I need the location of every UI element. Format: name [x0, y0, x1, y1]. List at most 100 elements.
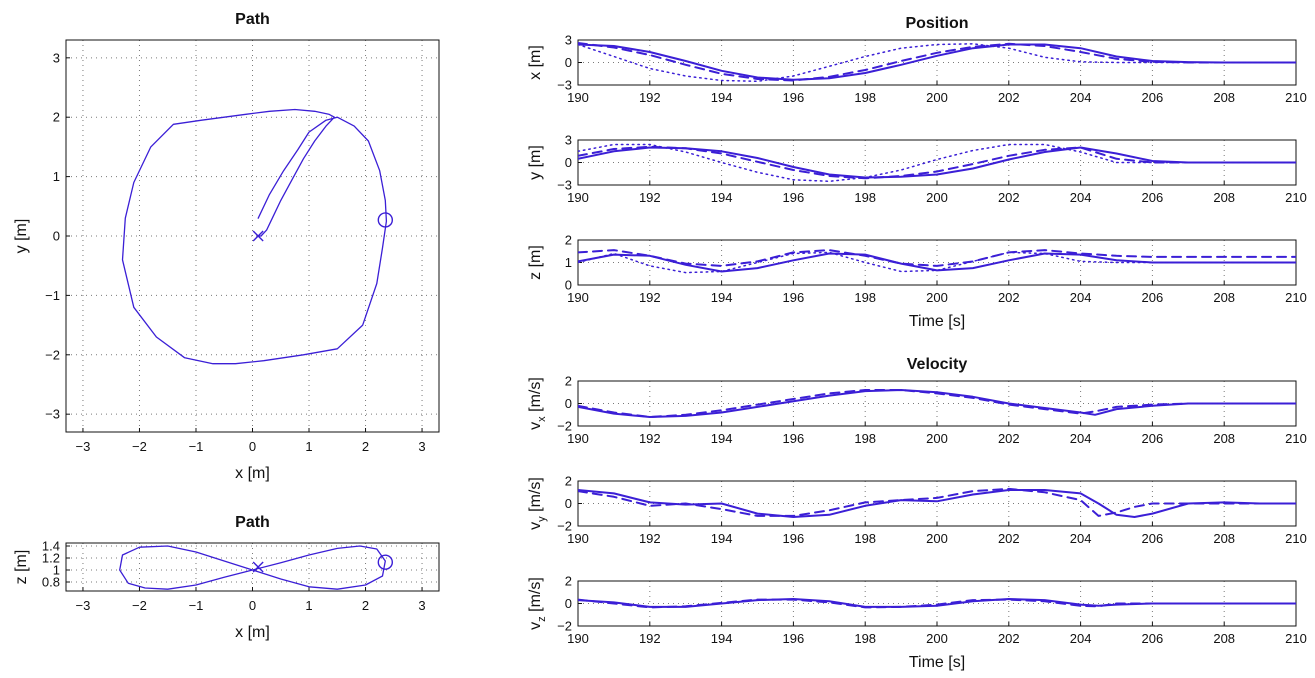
vel-z-xtick-label: 202 — [998, 631, 1020, 646]
vel-y-ylabel: vy [m/s] — [527, 477, 548, 530]
vel-z-ylabel-main: v — [527, 622, 544, 630]
vel-x-xtick-label: 190 — [567, 431, 589, 446]
vel-y-series-solid — [578, 489, 1296, 518]
vel-y-xtick-label: 192 — [639, 531, 661, 546]
pos-x-ytick-label: 3 — [565, 33, 572, 48]
vel-z-ytick-label: 0 — [565, 596, 572, 611]
pos-z-xlabel: Time [s] — [909, 313, 965, 330]
path-xz-xtick-label: 0 — [249, 598, 256, 613]
path-xz-series-solid — [119, 545, 386, 590]
pos-z-chart: 190 192 194 196 198 200 202 204 206 208 210 0 1 2 Time… — [527, 233, 1307, 331]
vel-y-series-dashed — [578, 487, 1296, 517]
pos-y-ytick-label: −3 — [557, 178, 572, 193]
vel-z-xtick-label: 200 — [926, 631, 948, 646]
vel-z-xtick-label: 190 — [567, 631, 589, 646]
pos-y-xtick-label: 206 — [1142, 190, 1164, 205]
vel-y-xtick-label: 194 — [711, 531, 733, 546]
path-xy-ytick-label: 0 — [53, 229, 60, 244]
pos-z-series-dashed — [578, 249, 1296, 267]
path-xz-xtick-label: 3 — [418, 598, 425, 613]
vel-x-xtick-label: 204 — [1070, 431, 1092, 446]
vel-z-xtick-label: 194 — [711, 631, 733, 646]
vel-y-xtick-label: 190 — [567, 531, 589, 546]
path-xy-ytick-label: 1 — [53, 169, 60, 184]
pos-y-series-dotted — [578, 143, 1296, 183]
pos-x-ytick-label: 0 — [565, 55, 572, 70]
pos-y-xtick-label: 190 — [567, 190, 589, 205]
pos-z-xtick-label: 206 — [1142, 290, 1164, 305]
pos-x-xtick-label: 206 — [1142, 90, 1164, 105]
vel-x-ytick-label: −2 — [557, 419, 572, 434]
pos-y-ytick-label: 0 — [565, 155, 572, 170]
pos-x-xtick-label: 208 — [1213, 90, 1235, 105]
pos-z-series-dotted — [578, 251, 1296, 274]
vel-y-ytick-label: 2 — [565, 474, 572, 489]
pos-z-ytick-label: 1 — [565, 255, 572, 270]
pos-z-ylabel: z [m] — [527, 245, 544, 280]
pos-x-chart: 190 192 194 196 198 200 202 204 206 208 210 −3 0 3 Pos… — [527, 15, 1307, 105]
path-xz-xlabel: x [m] — [235, 624, 270, 641]
vel-y-xtick-label: 208 — [1213, 531, 1235, 546]
path-xy-xtick-label: 1 — [305, 439, 312, 454]
path-xy-xtick-label: −1 — [189, 439, 204, 454]
vel-y-xtick-label: 210 — [1285, 531, 1307, 546]
vel-y-ylabel-main: v — [527, 522, 544, 530]
vel-z-ylabel-unit: [m/s] — [527, 577, 544, 616]
vel-x-xtick-label: 200 — [926, 431, 948, 446]
path-xz-start-marker — [252, 561, 264, 573]
pos-x-ylabel: x [m] — [527, 45, 544, 80]
pos-y-xtick-label: 192 — [639, 190, 661, 205]
vel-z-xtick-label: 204 — [1070, 631, 1092, 646]
pos-y-xtick-label: 198 — [854, 190, 876, 205]
path-xy-xtick-label: 3 — [418, 439, 425, 454]
pos-y-xtick-label: 202 — [998, 190, 1020, 205]
pos-z-xtick-label: 200 — [926, 290, 948, 305]
path-xy-end-marker — [377, 212, 394, 228]
vel-y-xtick-label: 202 — [998, 531, 1020, 546]
path-xz-xtick-label: −1 — [189, 598, 204, 613]
path-xz-title: Path — [235, 514, 270, 531]
vel-z-xtick-label: 196 — [783, 631, 805, 646]
path-xy-ytick-label: −3 — [45, 407, 60, 422]
vel-y-ylabel-unit: [m/s] — [527, 477, 544, 516]
path-xz-ytick-label: 1.2 — [42, 551, 60, 566]
vel-y-ylabel-sub: y — [536, 516, 548, 522]
path-xy-title: Path — [235, 11, 270, 28]
vel-z-xtick-label: 210 — [1285, 631, 1307, 646]
path-xy-ytick-label: −1 — [45, 288, 60, 303]
path-xy-start-marker — [252, 230, 264, 242]
pos-x-xtick-label: 204 — [1070, 90, 1092, 105]
vel-z-xtick-label: 198 — [854, 631, 876, 646]
vel-x-series-dashed — [578, 389, 1296, 418]
pos-y-xtick-label: 208 — [1213, 190, 1235, 205]
path-xz-ytick-label: 1.4 — [42, 539, 60, 554]
vel-y-ytick-label: 0 — [565, 496, 572, 511]
path-xy-ytick-label: 3 — [53, 50, 60, 65]
pos-x-series-dotted — [578, 43, 1296, 83]
vel-x-xtick-label: 202 — [998, 431, 1020, 446]
vel-x-ytick-label: 2 — [565, 374, 572, 389]
pos-z-xtick-label: 210 — [1285, 290, 1307, 305]
path-xy-xtick-label: 0 — [249, 439, 256, 454]
vel-y-xtick-label: 206 — [1142, 531, 1164, 546]
path-xy-xtick-label: 2 — [362, 439, 369, 454]
path-xy-series-solid — [121, 108, 388, 365]
vel-x-ylabel: vx [m/s] — [527, 377, 548, 430]
vel-z-series-dashed — [578, 598, 1296, 609]
pos-z-xtick-label: 190 — [567, 290, 589, 305]
path-xz-end-marker — [377, 554, 394, 570]
pos-y-ytick-label: 3 — [565, 133, 572, 148]
path-xz-xtick-label: 1 — [305, 598, 312, 613]
path-xz-ytick-label: 0.8 — [42, 575, 60, 590]
vel-x-chart: 190 192 194 196 198 200 202 204 206 208 210 −2 0 2 Vel… — [527, 356, 1307, 446]
pos-z-xtick-label: 204 — [1070, 290, 1092, 305]
pos-x-ytick-label: −3 — [557, 78, 572, 93]
vel-y-xtick-label: 198 — [854, 531, 876, 546]
pos-x-title: Position — [905, 15, 968, 32]
pos-z-xtick-label: 198 — [854, 290, 876, 305]
pos-y-chart: 190 192 194 196 198 200 202 204 206 208 210 −3 0 3 y [… — [527, 133, 1307, 206]
pos-z-xtick-label: 196 — [783, 290, 805, 305]
pos-x-xtick-label: 192 — [639, 90, 661, 105]
pos-y-ylabel: y [m] — [527, 145, 544, 180]
